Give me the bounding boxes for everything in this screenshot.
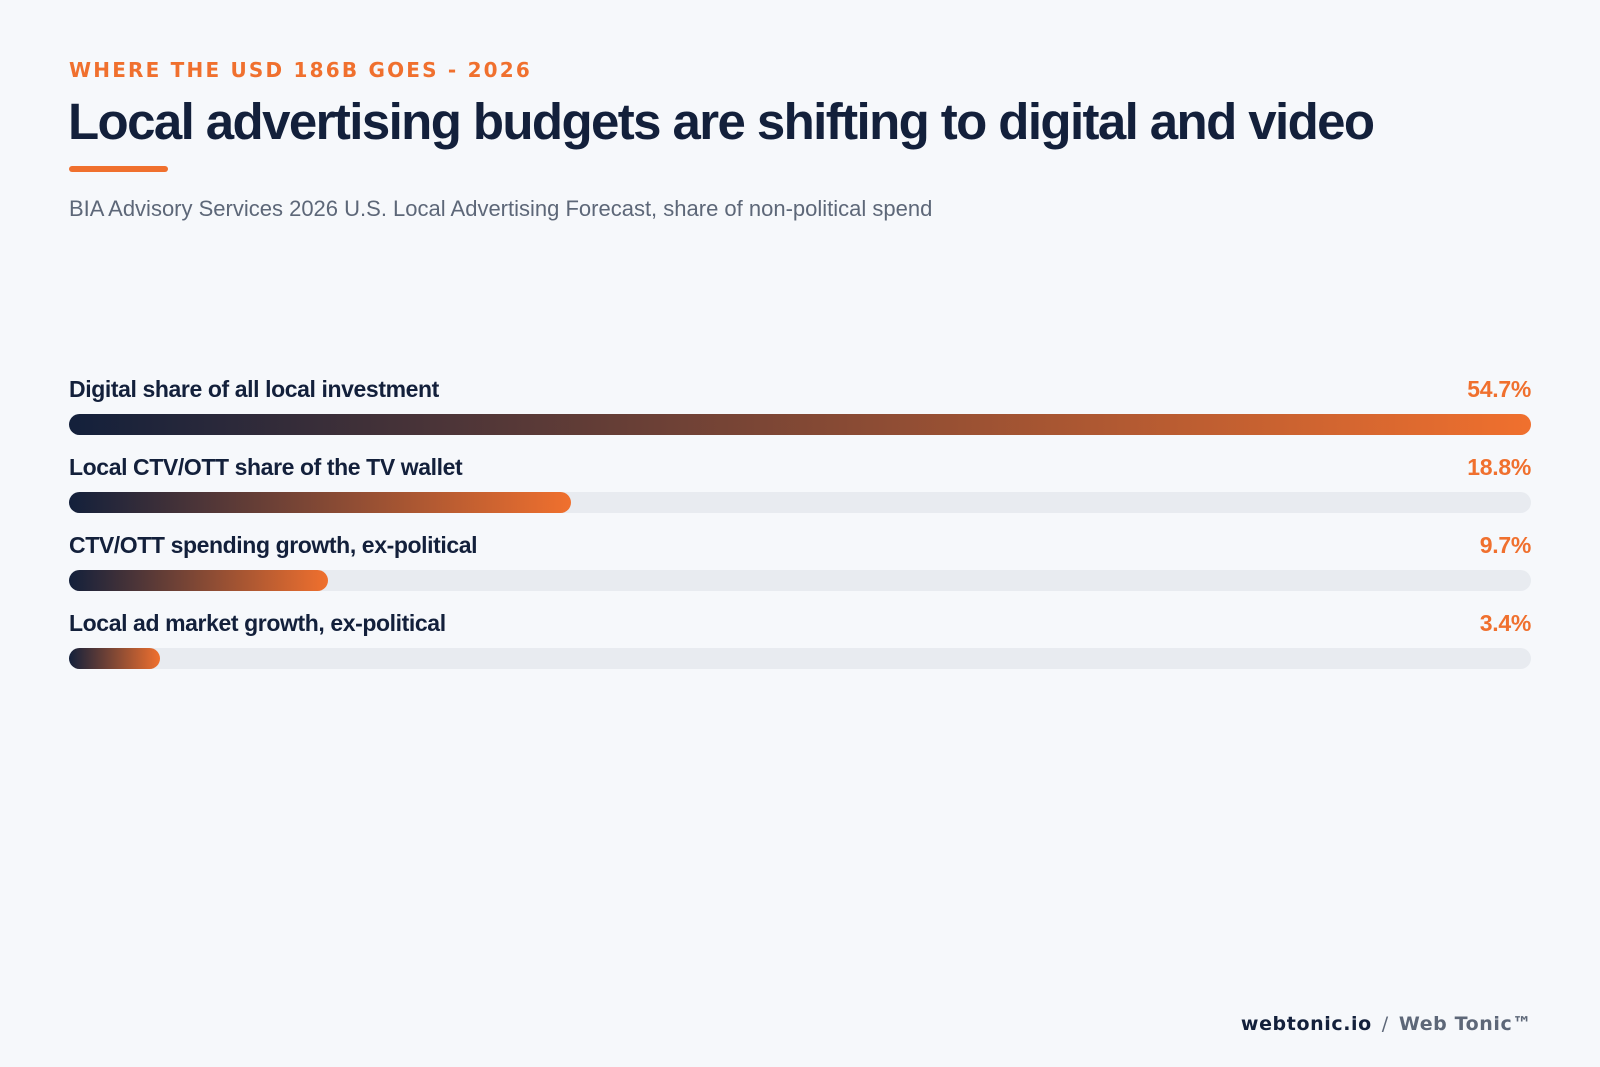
bar-track [69, 492, 1531, 513]
bar [69, 570, 329, 591]
bar-label: Local CTV/OTT share of the TV wallet [69, 454, 463, 480]
bar-value-label: 9.7% [1479, 532, 1532, 558]
bar-label: CTV/OTT spending growth, ex-political [69, 532, 478, 558]
chart-subtitle: BIA Advisory Services 2026 U.S. Local Ad… [69, 196, 933, 221]
bar-row: CTV/OTT spending growth, ex-political 9.7… [69, 532, 1531, 610]
bar-track [69, 648, 1531, 669]
footer-brand: Web Tonic™ [1398, 1013, 1532, 1035]
bar-track [69, 570, 1531, 591]
bar-track [69, 414, 1531, 435]
chart-title: Local advertising budgets are shifting t… [68, 93, 1375, 150]
eyebrow: WHERE THE USD 186B GOES - 2026 [69, 58, 533, 82]
bar-row: Digital share of all local investment 54.… [69, 376, 1531, 454]
bar [69, 414, 1531, 435]
bar-value-label: 18.8% [1467, 454, 1531, 480]
bar-row: Local ad market growth, ex-political 3.4% [69, 610, 1531, 688]
bar-label: Digital share of all local investment [69, 376, 439, 402]
bar-row: Local CTV/OTT share of the TV wallet 18.8… [69, 454, 1531, 532]
bar-chart: Digital share of all local investment 54.… [69, 376, 1531, 688]
bar-label: Local ad market growth, ex-political [69, 610, 446, 636]
footer-site: webtonic.io [1240, 1013, 1372, 1035]
footer-credit: webtonic.io / Web Tonic™ [1241, 1013, 1532, 1035]
bar [69, 492, 572, 513]
bar [69, 648, 160, 669]
bar-value-label: 54.7% [1467, 376, 1531, 402]
bar-value-label: 3.4% [1479, 610, 1532, 636]
footer-separator: / [1381, 1013, 1389, 1035]
title-accent-rule [69, 166, 168, 172]
